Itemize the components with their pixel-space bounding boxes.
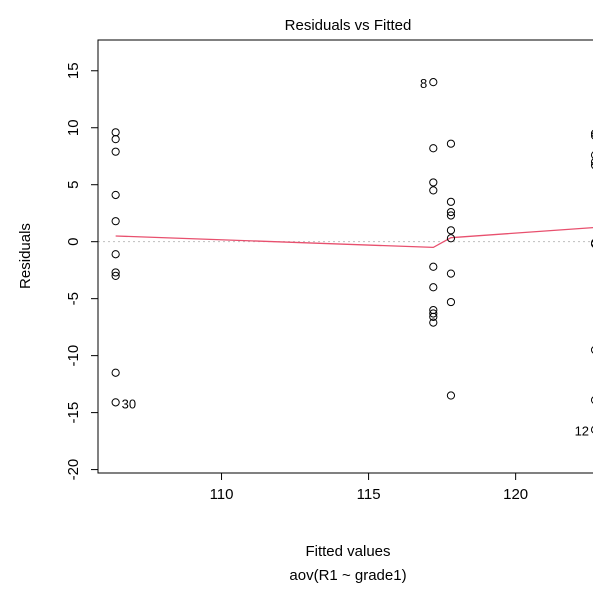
residual-point — [590, 132, 593, 140]
residual-point — [446, 269, 456, 278]
residual-point — [429, 78, 438, 87]
y-tick-label: 10 — [65, 119, 82, 136]
point-label: 30 — [122, 396, 136, 411]
y-tick-label: -10 — [65, 345, 82, 367]
residual-point — [429, 309, 438, 318]
residual-point — [111, 135, 120, 144]
x-axis-label: Fitted values — [305, 543, 390, 560]
residual-point — [111, 217, 120, 226]
y-axis: -20 -15 -10 -5 0 5 10 15 — [65, 62, 99, 481]
residual-point — [446, 234, 456, 243]
residual-point — [111, 271, 120, 280]
residual-point — [590, 396, 593, 404]
residual-point — [429, 312, 438, 321]
x-axis: 110 115 120 — [210, 472, 528, 503]
point-label: 8 — [420, 76, 427, 91]
y-tick-label: -5 — [65, 292, 82, 305]
residual-point — [590, 240, 593, 248]
residual-point — [590, 151, 593, 159]
chart-title: Residuals vs Fitted — [285, 17, 412, 34]
residual-point — [429, 186, 438, 195]
residual-point — [446, 297, 456, 307]
residual-point — [111, 190, 120, 200]
residual-point — [446, 211, 456, 220]
residual-point — [429, 283, 438, 292]
residual-point — [111, 368, 120, 377]
y-tick-label: 5 — [65, 181, 82, 189]
smooth-line — [115, 226, 593, 249]
y-tick-label: -15 — [65, 402, 82, 424]
residual-point — [111, 268, 120, 277]
x-tick-label: 115 — [357, 486, 381, 503]
residual-point — [111, 128, 120, 137]
plot-frame — [97, 39, 593, 474]
point-labels: 8 30 12 — [122, 76, 589, 439]
x-tick-label: 120 — [503, 486, 528, 503]
residual-point — [446, 139, 456, 148]
residual-point — [590, 161, 593, 169]
residual-point — [429, 318, 438, 327]
y-axis-label: Residuals — [17, 223, 34, 289]
residual-point — [446, 207, 456, 217]
residual-point — [111, 147, 120, 156]
residual-point — [590, 129, 593, 137]
residual-point — [429, 262, 438, 271]
residual-point — [590, 346, 593, 354]
y-tick-label: 0 — [65, 238, 82, 246]
residual-point — [446, 197, 456, 206]
residual-point — [590, 426, 593, 434]
point-label: 12 — [575, 424, 589, 439]
residual-point — [111, 250, 120, 259]
residual-point — [111, 398, 120, 407]
residual-points — [111, 78, 593, 434]
residual-point — [590, 158, 593, 166]
x-axis-subtitle: aov(R1 ~ grade1) — [289, 567, 406, 584]
y-tick-label: 15 — [65, 62, 82, 79]
x-tick-label: 110 — [210, 486, 234, 503]
residual-point — [429, 178, 438, 187]
smooth-line-layer — [115, 226, 593, 249]
residual-point — [446, 226, 456, 235]
residual-point — [446, 391, 456, 400]
residual-point — [429, 144, 438, 153]
y-tick-label: -20 — [65, 459, 82, 481]
